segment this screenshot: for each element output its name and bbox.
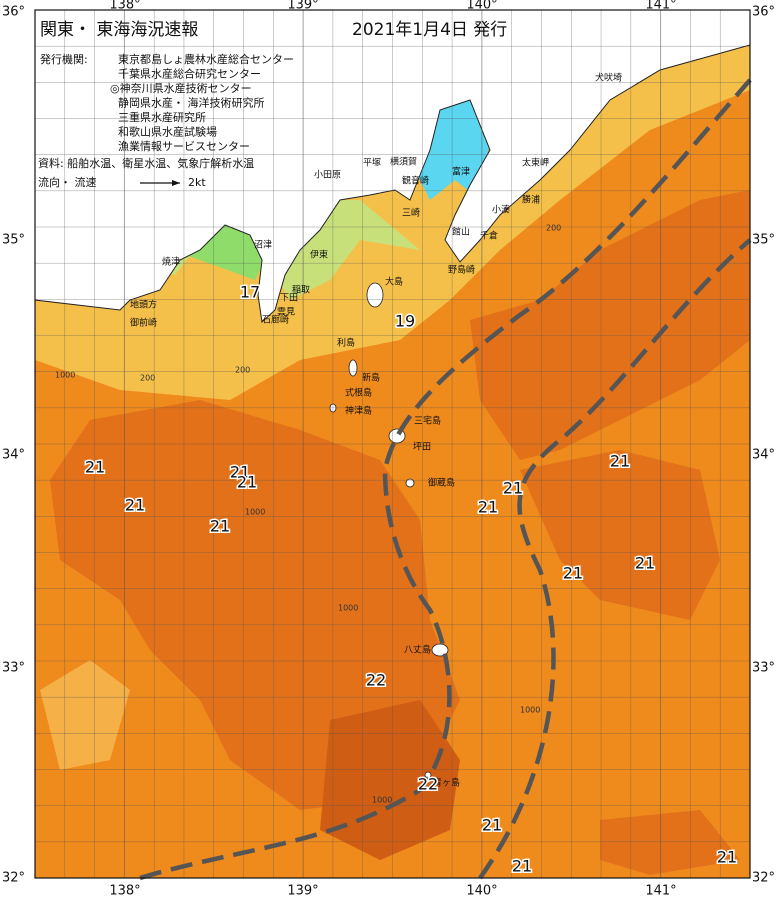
data-source: 資料: 船舶水温、衛星水温、気象庁解析水温	[38, 156, 254, 170]
issue-date: 2021年1月4日 発行	[352, 20, 507, 40]
issuer: 和歌山県水産試験場	[118, 125, 217, 139]
place-name: 式根島	[345, 387, 372, 399]
place-name: 犬吠埼	[595, 72, 622, 84]
issuer: ◎神奈川県水産技術センター	[110, 81, 252, 95]
temperature-label: 19	[395, 312, 415, 331]
place-name: 小田原	[314, 170, 341, 181]
place-name: 御前崎	[130, 317, 157, 329]
temperature-label: 21	[85, 458, 105, 477]
issuer: 東京都島しょ農林水産総合センター	[118, 52, 294, 66]
kuroshio-path	[139, 78, 752, 881]
lat-label: 36°	[2, 5, 25, 20]
title: 関東・ 東海海況速報	[40, 20, 198, 40]
map-frame	[34, 9, 751, 879]
depth-label: 200	[235, 366, 250, 375]
place-name: 三崎	[402, 207, 420, 219]
place-name: 石廊崎	[262, 314, 289, 326]
lat-label: 33°	[2, 661, 25, 676]
place-name: 稲取	[292, 284, 310, 296]
place-name: 館山	[452, 226, 470, 238]
temperature-label: 21	[210, 517, 230, 536]
depth-label: 1000	[372, 796, 392, 805]
issuer: 三重県水産研究所	[118, 110, 206, 124]
warm-water	[50, 190, 750, 875]
lon-label: 138°	[109, 884, 140, 899]
place-name: 富津	[452, 166, 470, 178]
place-name: 八丈島	[404, 644, 431, 656]
place-name: 観音崎	[402, 175, 429, 187]
lat-label: 32°	[752, 871, 775, 886]
temperature-label: 21	[512, 857, 532, 876]
place-name: 三宅島	[414, 415, 441, 427]
lat-label: 35°	[2, 233, 25, 248]
legend-speed: 2kt	[188, 176, 206, 189]
place-name: 勝浦	[522, 194, 540, 206]
temperature-label: 21	[610, 452, 630, 471]
lat-label: 34°	[2, 448, 25, 463]
place-name: 御蔵島	[428, 477, 455, 489]
temperature-label: 21	[478, 498, 498, 517]
depth-label: 1000	[338, 604, 358, 613]
issuers-label: 発行機関:	[40, 52, 88, 66]
temperature-label: 21	[125, 496, 145, 515]
depth-label: 1000	[55, 371, 75, 380]
lat-label: 35°	[752, 233, 775, 248]
place-name: 大島	[385, 276, 403, 288]
kuroshio-path	[478, 238, 752, 880]
lon-label: 139°	[287, 884, 318, 899]
issuer: 静岡県水産・ 海洋技術研究所	[118, 96, 265, 110]
legend-arrow-head	[172, 180, 180, 186]
lon-label: 138°	[109, 0, 140, 13]
temperature-label: 21	[237, 473, 257, 492]
lat-label: 36°	[752, 5, 775, 20]
depth-label: 200	[140, 374, 155, 383]
temperature-label: 21	[635, 554, 655, 573]
lon-label: 141°	[645, 884, 676, 899]
temperature-label: 21	[563, 564, 583, 583]
lon-label: 141°	[645, 0, 676, 13]
place-name: 横須賀	[390, 156, 417, 168]
temperature-label: 22	[366, 671, 386, 690]
temperature-label: 22	[418, 775, 438, 794]
lat-label: 32°	[2, 871, 25, 886]
place-name: 坪田	[413, 442, 431, 453]
temperature-label: 21	[503, 479, 523, 498]
temperature-label: 21	[230, 463, 250, 482]
grid	[35, 10, 750, 878]
place-name: 新島	[362, 372, 380, 384]
place-name: 野島崎	[448, 264, 475, 276]
place-name: 神津島	[345, 405, 372, 417]
place-name: 沼津	[254, 240, 272, 251]
lon-label: 139°	[287, 0, 318, 13]
place-name: 小湊	[492, 204, 510, 216]
place-name: 平塚	[363, 158, 381, 169]
depth-label: 1000	[245, 508, 265, 517]
cool-patch	[40, 660, 130, 770]
temperature-label: 21	[717, 848, 737, 867]
place-name: 焼津	[162, 257, 180, 268]
place-name: 青ヶ島	[433, 777, 460, 789]
place-name: 地頭方	[130, 299, 157, 311]
temperature-label: 17	[240, 283, 260, 302]
lon-label: 140°	[466, 0, 497, 13]
place-name: 伊東	[310, 249, 328, 261]
lat-label: 34°	[752, 448, 775, 463]
place-name: 下田	[280, 293, 298, 304]
depth-label: 1000	[520, 706, 540, 715]
depth-label: 200	[546, 224, 561, 233]
temperature-label: 21	[482, 816, 502, 835]
place-name: 利島	[337, 337, 355, 349]
lat-label: 33°	[752, 661, 775, 676]
legend-label: 流向・ 流速	[38, 175, 97, 189]
issuer: 千葉県水産総合研究センター	[118, 67, 261, 81]
place-name: 太東岬	[522, 157, 549, 169]
place-name: 千倉	[480, 230, 498, 242]
issuer: 漁業情報サービスセンター	[118, 139, 250, 153]
place-name: 雲見	[277, 307, 295, 318]
lon-label: 140°	[466, 884, 497, 899]
